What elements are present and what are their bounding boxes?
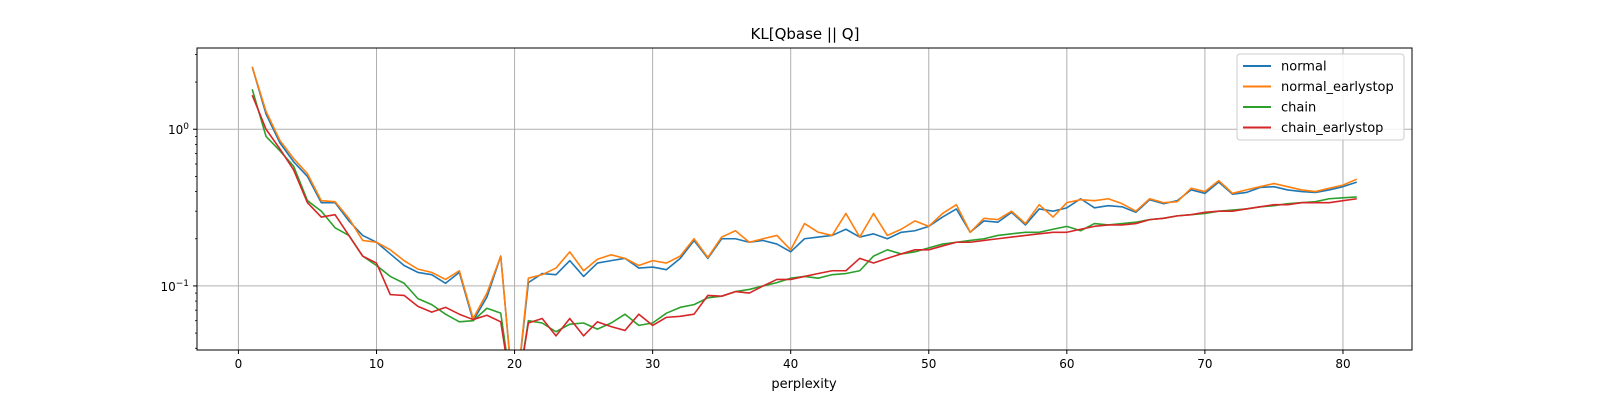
ticks-layer: 0 10 20 30 40 50 60 70 80 100 10−1 [160, 54, 1351, 371]
x-axis-label: perplexity [771, 377, 837, 392]
series-line-normal-earlystop [251, 66, 1358, 350]
y-tick-label: 10−1 [160, 279, 189, 294]
legend-label: normal_earlystop [1281, 80, 1394, 95]
x-tick-label: 50 [921, 357, 936, 371]
x-tick-label: 40 [783, 357, 798, 371]
y-tick-label: 100 [168, 122, 189, 137]
x-tick-label: 20 [507, 357, 522, 371]
legend-label: chain [1281, 101, 1316, 116]
series-group [251, 66, 1358, 350]
x-tick-label: 0 [235, 357, 243, 371]
legend-box [1236, 53, 1405, 141]
x-tick-label: 10 [369, 357, 384, 371]
x-tick-label: 80 [1335, 357, 1350, 371]
series-layer [251, 66, 1358, 350]
series-line-chain-earlystop [251, 94, 1357, 350]
legend-label: chain_earlystop [1281, 121, 1383, 136]
plot-area-frame [196, 47, 1413, 351]
x-tick-label: 60 [1059, 357, 1074, 371]
chart-title: KL[Qbase || Q] [751, 25, 860, 43]
x-tick-label: 30 [645, 357, 660, 371]
x-tick-label: 70 [1197, 357, 1212, 371]
legend-label: normal [1281, 60, 1327, 75]
